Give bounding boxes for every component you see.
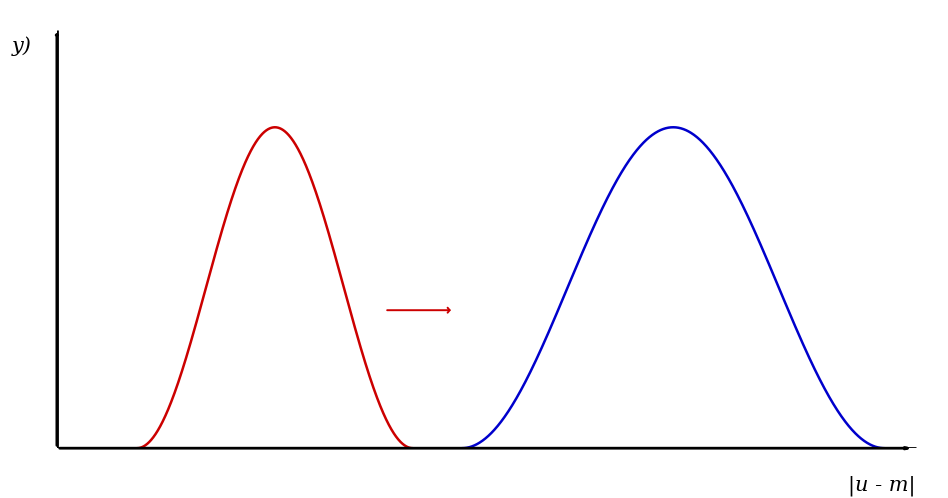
Text: |u - m|: |u - m| (848, 476, 916, 496)
Text: y): y) (12, 37, 32, 56)
